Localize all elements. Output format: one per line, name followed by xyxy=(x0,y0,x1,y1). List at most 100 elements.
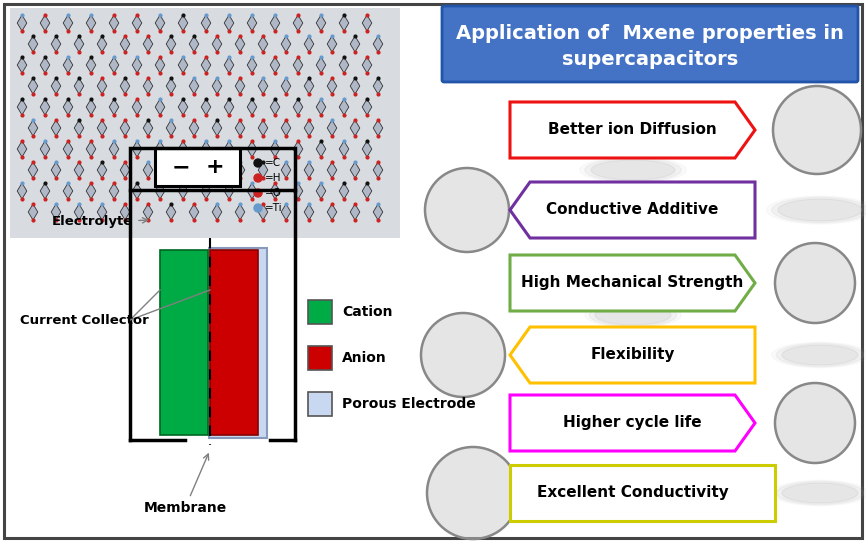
Polygon shape xyxy=(510,327,755,383)
Polygon shape xyxy=(258,78,268,94)
Polygon shape xyxy=(109,99,119,115)
Polygon shape xyxy=(109,183,119,199)
Polygon shape xyxy=(40,99,50,115)
Polygon shape xyxy=(510,102,755,158)
Polygon shape xyxy=(294,57,303,73)
Text: −: − xyxy=(171,157,190,177)
Polygon shape xyxy=(201,99,210,115)
Polygon shape xyxy=(178,57,188,73)
Polygon shape xyxy=(155,183,165,199)
Polygon shape xyxy=(373,78,383,94)
Polygon shape xyxy=(327,162,337,178)
Polygon shape xyxy=(51,204,61,220)
Polygon shape xyxy=(236,120,245,136)
Polygon shape xyxy=(63,99,73,115)
Polygon shape xyxy=(120,204,130,220)
Polygon shape xyxy=(212,36,222,52)
Polygon shape xyxy=(155,57,165,73)
Polygon shape xyxy=(201,141,210,157)
Text: =O: =O xyxy=(265,188,282,198)
Polygon shape xyxy=(178,141,188,157)
Ellipse shape xyxy=(585,158,682,182)
Bar xyxy=(155,148,240,186)
Polygon shape xyxy=(224,15,234,31)
Text: Electrolyte: Electrolyte xyxy=(52,216,148,229)
Polygon shape xyxy=(63,57,73,73)
Polygon shape xyxy=(189,120,199,136)
Polygon shape xyxy=(17,57,27,73)
Polygon shape xyxy=(155,99,165,115)
Polygon shape xyxy=(97,120,107,136)
Polygon shape xyxy=(236,162,245,178)
Polygon shape xyxy=(294,15,303,31)
Polygon shape xyxy=(350,36,359,52)
Polygon shape xyxy=(189,78,199,94)
Polygon shape xyxy=(339,57,349,73)
Bar xyxy=(210,250,258,435)
Polygon shape xyxy=(294,141,303,157)
Polygon shape xyxy=(316,99,326,115)
Polygon shape xyxy=(132,15,142,31)
Polygon shape xyxy=(304,204,313,220)
FancyBboxPatch shape xyxy=(442,6,858,82)
Circle shape xyxy=(427,447,519,539)
Text: Anion: Anion xyxy=(342,351,387,365)
Polygon shape xyxy=(17,141,27,157)
Polygon shape xyxy=(51,36,61,52)
Polygon shape xyxy=(247,99,257,115)
Polygon shape xyxy=(17,15,27,31)
Bar xyxy=(308,346,332,370)
Text: =Ti: =Ti xyxy=(265,203,282,213)
Polygon shape xyxy=(316,141,326,157)
Text: Flexibility: Flexibility xyxy=(591,347,675,363)
Polygon shape xyxy=(63,183,73,199)
Bar xyxy=(308,300,332,324)
Polygon shape xyxy=(247,57,257,73)
Polygon shape xyxy=(109,141,119,157)
Ellipse shape xyxy=(772,197,866,223)
Polygon shape xyxy=(87,141,96,157)
Polygon shape xyxy=(362,141,372,157)
Polygon shape xyxy=(362,99,372,115)
Polygon shape xyxy=(212,78,222,94)
Ellipse shape xyxy=(776,481,863,505)
Polygon shape xyxy=(178,99,188,115)
Polygon shape xyxy=(258,36,268,52)
Ellipse shape xyxy=(585,302,682,328)
Ellipse shape xyxy=(591,160,675,180)
Polygon shape xyxy=(224,141,234,157)
Text: Cation: Cation xyxy=(342,305,392,319)
Polygon shape xyxy=(258,120,268,136)
Text: Application of  Mxene properties in: Application of Mxene properties in xyxy=(456,24,844,43)
Circle shape xyxy=(775,383,855,463)
Polygon shape xyxy=(327,78,337,94)
Polygon shape xyxy=(270,99,280,115)
Text: =H: =H xyxy=(265,173,281,183)
Polygon shape xyxy=(510,395,755,451)
Ellipse shape xyxy=(782,345,858,365)
Ellipse shape xyxy=(579,157,687,183)
Polygon shape xyxy=(350,204,359,220)
Polygon shape xyxy=(143,162,152,178)
Bar xyxy=(130,148,295,190)
Polygon shape xyxy=(51,120,61,136)
Polygon shape xyxy=(224,99,234,115)
Polygon shape xyxy=(224,183,234,199)
Polygon shape xyxy=(236,36,245,52)
Polygon shape xyxy=(166,204,176,220)
Polygon shape xyxy=(166,36,176,52)
Polygon shape xyxy=(270,57,280,73)
Polygon shape xyxy=(362,183,372,199)
Polygon shape xyxy=(155,141,165,157)
Polygon shape xyxy=(29,162,38,178)
Polygon shape xyxy=(74,36,84,52)
Polygon shape xyxy=(120,162,130,178)
Polygon shape xyxy=(74,162,84,178)
Polygon shape xyxy=(350,120,359,136)
Polygon shape xyxy=(97,204,107,220)
Polygon shape xyxy=(236,204,245,220)
Polygon shape xyxy=(281,162,291,178)
Polygon shape xyxy=(143,204,152,220)
Polygon shape xyxy=(236,78,245,94)
Polygon shape xyxy=(350,78,359,94)
